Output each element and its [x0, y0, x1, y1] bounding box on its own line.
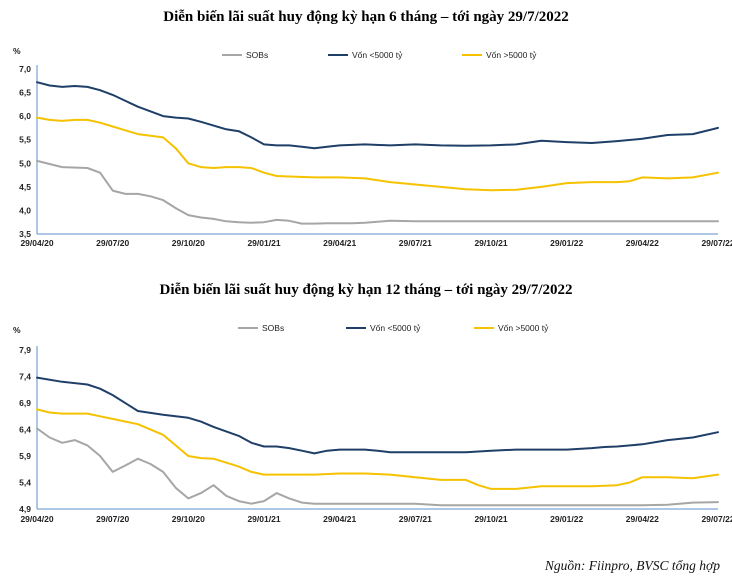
y-tick-label: 5,9 [19, 451, 31, 461]
x-tick-label: 29/07/21 [399, 238, 432, 248]
y-axis-unit: % [13, 325, 21, 335]
x-tick-label: 29/04/20 [20, 238, 53, 248]
legend-label-sobs: SOBs [246, 50, 268, 60]
y-tick-label: 4,5 [19, 182, 31, 192]
x-tick-label: 29/10/20 [172, 514, 205, 524]
series-line-large [36, 408, 719, 490]
y-tick-label: 7,4 [19, 372, 31, 382]
y-tick-label: 7,9 [19, 345, 31, 355]
legend-label-large: Vốn >5000 tỷ [498, 323, 549, 333]
x-tick-label: 29/01/22 [550, 238, 583, 248]
x-tick-label: 29/01/22 [550, 514, 583, 524]
y-tick-label: 4,9 [19, 504, 31, 514]
x-tick-label: 29/01/21 [247, 514, 280, 524]
series-line-sobs [36, 427, 719, 507]
y-axis-unit: % [13, 46, 21, 56]
y-tick-label: 6,9 [19, 398, 31, 408]
x-tick-label: 29/10/20 [172, 238, 205, 248]
y-tick-label: 3,5 [19, 229, 31, 239]
x-tick-label: 29/04/22 [626, 238, 659, 248]
y-tick-label: 5,4 [19, 478, 31, 488]
legend-label-sobs: SOBs [262, 323, 284, 333]
x-tick-label: 29/07/22 [701, 514, 732, 524]
series-line-large [36, 116, 719, 192]
y-tick-label: 5,5 [19, 135, 31, 145]
series-line-small [36, 376, 719, 455]
x-tick-label: 29/10/21 [474, 238, 507, 248]
y-tick-label: 7,0 [19, 64, 31, 74]
chart-12-month: Diễn biến lãi suất huy động kỳ hạn 12 th… [13, 282, 732, 524]
chart-title: Diễn biến lãi suất huy động kỳ hạn 12 th… [160, 282, 573, 298]
chart-title: Diễn biến lãi suất huy động kỳ hạn 6 thá… [163, 9, 569, 25]
y-tick-label: 6,4 [19, 425, 31, 435]
legend-label-small: Vốn <5000 tỷ [370, 323, 421, 333]
x-tick-label: 29/10/21 [474, 514, 507, 524]
series-line-sobs [36, 159, 719, 225]
x-tick-label: 29/07/20 [96, 514, 129, 524]
chart-6-month: Diễn biến lãi suất huy động kỳ hạn 6 thá… [13, 9, 732, 248]
x-tick-label: 29/07/22 [701, 238, 732, 248]
x-tick-label: 29/04/22 [626, 514, 659, 524]
y-tick-label: 4,0 [19, 205, 31, 215]
x-tick-label: 29/04/21 [323, 514, 356, 524]
legend-label-small: Vốn <5000 tỷ [352, 50, 403, 60]
y-tick-label: 6,5 [19, 88, 31, 98]
legend-label-large: Vốn >5000 tỷ [486, 50, 537, 60]
x-tick-label: 29/07/20 [96, 238, 129, 248]
y-tick-label: 6,0 [19, 111, 31, 121]
x-tick-label: 29/04/21 [323, 238, 356, 248]
x-tick-label: 29/01/21 [247, 238, 280, 248]
source-note: Nguồn: Fiinpro, BVSC tổng hợp [544, 558, 720, 573]
series-line-small [36, 81, 719, 150]
y-tick-label: 5,0 [19, 158, 31, 168]
x-tick-label: 29/04/20 [20, 514, 53, 524]
x-tick-label: 29/07/21 [399, 514, 432, 524]
